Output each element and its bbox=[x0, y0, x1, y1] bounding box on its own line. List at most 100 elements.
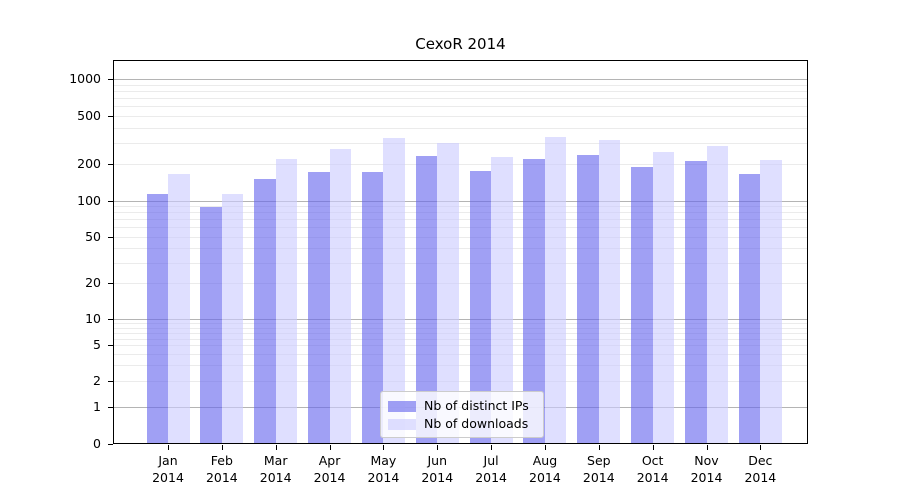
x-tick-apr bbox=[329, 445, 331, 450]
bar-downloads-sep bbox=[598, 140, 621, 444]
legend-item-downloads: Nb of downloads bbox=[388, 416, 535, 432]
gridline-500 bbox=[113, 115, 808, 117]
bar-downloads-aug bbox=[544, 137, 567, 444]
x-tick-label-oct: Oct 2014 bbox=[636, 453, 669, 485]
legend: Nb of distinct IPs Nb of downloads bbox=[380, 391, 544, 438]
x-tick-label-sep: Sep 2014 bbox=[582, 453, 615, 485]
y-tick-20 bbox=[108, 283, 113, 285]
x-tick-mar bbox=[275, 445, 277, 450]
gridline-60 bbox=[113, 227, 808, 229]
bar-ips-may bbox=[361, 171, 384, 444]
gridline-5 bbox=[113, 345, 808, 347]
gridline-80 bbox=[113, 212, 808, 214]
gridline-70 bbox=[113, 219, 808, 221]
gridline-600 bbox=[113, 106, 808, 108]
bar-ips-jul bbox=[469, 171, 492, 444]
legend-item-distinct-ips: Nb of distinct IPs bbox=[388, 398, 535, 414]
bar-ips-dec bbox=[738, 173, 761, 444]
y-tick-100 bbox=[108, 201, 113, 202]
y-tick-label-0: 0 bbox=[93, 436, 101, 451]
bar-ips-aug bbox=[523, 158, 545, 444]
bar-downloads-mar bbox=[275, 159, 298, 444]
gridline-700 bbox=[113, 97, 808, 99]
gridline-2 bbox=[113, 380, 808, 382]
y-tick-label-200: 200 bbox=[77, 156, 101, 172]
gridline-9 bbox=[113, 323, 808, 325]
bar-downloads-jan bbox=[168, 174, 190, 444]
y-tick-1000 bbox=[108, 79, 113, 80]
gridline-10 bbox=[113, 319, 808, 320]
bar-ips-oct bbox=[631, 166, 653, 444]
y-tick-label-1: 1 bbox=[93, 399, 101, 414]
x-tick-feb bbox=[221, 445, 223, 450]
x-tick-nov bbox=[706, 445, 708, 450]
y-tick-10 bbox=[108, 319, 113, 320]
gridline-1000 bbox=[113, 79, 808, 80]
x-tick-jan bbox=[168, 445, 169, 450]
gridline-40 bbox=[113, 247, 808, 249]
bar-ips-sep bbox=[577, 154, 599, 444]
bar-downloads-jul bbox=[491, 157, 513, 444]
x-tick-aug bbox=[544, 445, 546, 450]
gridline-90 bbox=[113, 206, 808, 208]
y-axis: 0 1 2 5 10 20 50 100 200 500 1000 bbox=[0, 60, 113, 451]
y-tick-1 bbox=[108, 407, 113, 408]
bar-ips-feb bbox=[200, 206, 222, 444]
gridline-30 bbox=[113, 262, 808, 264]
gridline-100 bbox=[113, 201, 808, 202]
chart-title: CexoR 2014 bbox=[415, 35, 506, 53]
y-tick-200 bbox=[108, 164, 113, 166]
x-tick-oct bbox=[652, 445, 654, 450]
x-tick-sep bbox=[598, 445, 600, 450]
x-axis: Jan 2014 Feb 2014 Mar 2014 Apr 2014 May 2014… bbox=[113, 444, 808, 500]
x-tick-label-jan: Jan 2014 bbox=[152, 453, 184, 485]
bar-ips-jan bbox=[146, 193, 168, 444]
gridline-4 bbox=[113, 354, 808, 356]
x-tick-may bbox=[383, 445, 385, 450]
y-tick-label-10: 10 bbox=[85, 311, 101, 326]
x-tick-label-mar: Mar 2014 bbox=[259, 453, 292, 485]
y-tick-50 bbox=[108, 236, 113, 238]
gridline-800 bbox=[113, 90, 808, 92]
bar-ips-mar bbox=[254, 179, 276, 444]
bar-ips-jun bbox=[415, 155, 438, 444]
x-tick-label-jun: Jun 2014 bbox=[421, 453, 454, 485]
x-tick-dec bbox=[760, 445, 762, 450]
bar-ips-nov bbox=[685, 161, 707, 444]
gridline-8 bbox=[113, 327, 808, 329]
legend-label-downloads: Nb of downloads bbox=[424, 416, 529, 431]
x-tick-label-may: May 2014 bbox=[367, 453, 400, 485]
gridline-6 bbox=[113, 338, 808, 340]
y-tick-label-500: 500 bbox=[77, 107, 101, 123]
bar-downloads-dec bbox=[760, 159, 782, 444]
bar-downloads-nov bbox=[706, 145, 728, 444]
y-tick-label-5: 5 bbox=[93, 337, 101, 353]
legend-label-distinct-ips: Nb of distinct IPs bbox=[424, 398, 529, 413]
gridline-3 bbox=[113, 365, 808, 366]
x-tick-label-jul: Jul 2014 bbox=[475, 453, 507, 485]
gridline-20 bbox=[113, 283, 808, 285]
y-tick-2 bbox=[108, 380, 113, 382]
x-tick-jul bbox=[491, 445, 493, 450]
bar-ips-apr bbox=[308, 172, 330, 444]
y-tick-label-1000: 1000 bbox=[69, 71, 101, 86]
bar-downloads-oct bbox=[652, 152, 675, 444]
gridline-7 bbox=[113, 332, 808, 334]
x-tick-label-dec: Dec 2014 bbox=[744, 453, 777, 485]
gridline-400 bbox=[113, 127, 808, 129]
x-tick-label-apr: Apr 2014 bbox=[313, 453, 346, 485]
x-tick-label-feb: Feb 2014 bbox=[205, 453, 238, 485]
bar-downloads-feb bbox=[221, 193, 244, 444]
y-tick-0 bbox=[108, 444, 113, 445]
legend-swatch-distinct-ips bbox=[388, 400, 416, 412]
gridline-200 bbox=[113, 164, 808, 166]
x-tick-jun bbox=[437, 445, 439, 450]
gridline-300 bbox=[113, 142, 808, 144]
x-tick-label-nov: Nov 2014 bbox=[690, 453, 723, 485]
legend-swatch-downloads bbox=[388, 418, 416, 430]
y-tick-label-50: 50 bbox=[85, 228, 101, 244]
plot-area bbox=[113, 60, 808, 444]
y-tick-label-20: 20 bbox=[85, 275, 101, 291]
gridline-50 bbox=[113, 236, 808, 238]
